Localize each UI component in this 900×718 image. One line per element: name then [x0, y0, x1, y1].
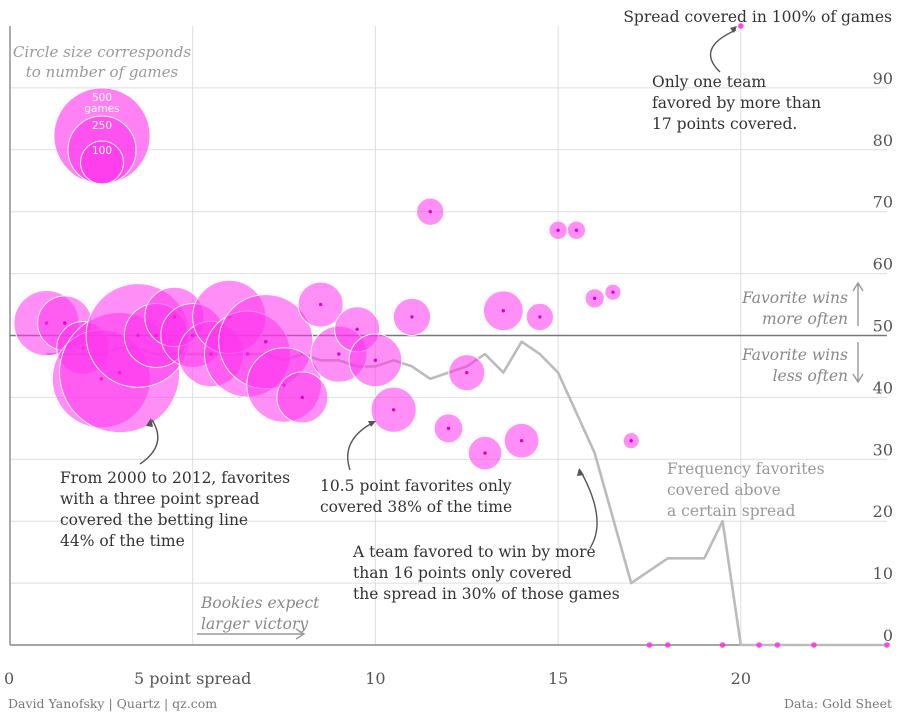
ten-point-arrowhead: [368, 421, 376, 427]
y-tick-label-1: 0: [883, 626, 893, 645]
sixteen-point-note-line-1: A team favored to win by more: [352, 543, 596, 561]
legend-label-1-1: 500: [92, 92, 112, 104]
bubble-center-21: [410, 315, 414, 319]
three-point-note-line-4: 44% of the time: [60, 532, 185, 550]
tick-labels: 0 5 point spread 10 15 20 0 10 20 30 40 50 60 70 80 90: [4, 69, 893, 688]
top-annotation: Spread covered in 100% of games: [623, 8, 892, 26]
only-one-team-note-line-2: favored by more than: [652, 94, 821, 112]
bubble-center-19: [373, 358, 378, 362]
legend-title-line-2: to number of games: [26, 63, 179, 81]
only-one-team-note-line-3: 17 points covered.: [652, 115, 797, 133]
ten-point-note-line-1: 10.5 point favorites only: [320, 477, 512, 495]
ten-point-arrow: [347, 421, 375, 471]
only-one-team-note-line-1: Only one team: [652, 73, 766, 91]
frequency-note-line-2: covered above: [667, 481, 781, 499]
y-tick-label-4: 30: [873, 440, 893, 459]
y-tick-label-5: 40: [873, 378, 893, 397]
favorite-more-often-line-2: more often: [762, 310, 848, 328]
bubble-center-17: [337, 352, 341, 356]
frequency-note-line-1: Frequency favorites: [667, 460, 825, 478]
bubble-center-23: [446, 426, 451, 431]
bubble-center-29: [556, 228, 560, 232]
bubble-center-15: [300, 395, 305, 400]
bookies-note-line-2: larger victory: [201, 615, 308, 633]
bubble-center-28: [538, 315, 542, 319]
sixteen-point-note-line-3: the spread in 30% of those games: [353, 585, 620, 603]
y-tick-label-9: 80: [873, 131, 893, 150]
x-tick-label-3: 10: [365, 669, 385, 688]
bubble-center-33: [629, 439, 633, 443]
x-tick-label-2: 5 point spread: [134, 669, 251, 688]
footer-credit: David Yanofsky | Quartz | qz.com: [8, 696, 217, 711]
footer: David Yanofsky | Quartz | qz.com Data: G…: [8, 696, 892, 711]
y-tick-label-2: 10: [873, 564, 893, 583]
bubble-center-30: [574, 228, 579, 232]
y-tick-label-8: 70: [873, 193, 893, 212]
x-tick-label-4: 15: [548, 669, 568, 688]
bubble-center-20: [391, 408, 396, 412]
bookies-note-line-1: Bookies expect: [200, 594, 320, 612]
y-tick-label-7: 60: [873, 255, 893, 274]
legend-label-2-1: 250: [92, 120, 112, 132]
bubble-39: [774, 642, 781, 648]
legend-label-1-2: games: [84, 103, 119, 115]
bubble-center-2: [63, 321, 67, 325]
bubble-layer: [13, 23, 890, 648]
favorite-more-often-line-1: Favorite wins: [741, 289, 848, 307]
y-tick-label-10: 90: [873, 69, 893, 88]
only-one-team-arrowhead: [730, 26, 737, 33]
bubble-center-16: [318, 302, 323, 307]
bubble-center-31: [592, 296, 597, 301]
size-legend: Circle size corresponds to number of game…: [13, 43, 192, 185]
sixteen-point-arrow: [579, 469, 598, 549]
bubble-41: [884, 642, 890, 648]
bubble-center-26: [501, 309, 506, 313]
bubble-center-25: [483, 451, 487, 455]
y-tick-label-3: 20: [873, 502, 893, 521]
x-tick-label-1: 0: [4, 669, 14, 688]
bubble-center-32: [611, 290, 615, 294]
right-arrow-icon: [197, 628, 306, 640]
favorite-less-often-line-1: Favorite wins: [741, 346, 848, 364]
up-arrow-icon: [852, 281, 864, 326]
bubble-center-13: [264, 339, 268, 344]
legend-circle-3: [80, 140, 124, 185]
footer-source: Data: Gold Sheet: [784, 696, 892, 711]
three-point-note-line-2: with a three point spread: [60, 490, 259, 508]
x-tick-label-5: 20: [731, 669, 751, 688]
bubble-37: [738, 23, 744, 29]
bubble-35: [664, 642, 671, 648]
only-one-team-arrow: [709, 29, 737, 73]
legend-label-3-1: 100: [92, 145, 112, 157]
y-tick-label-6: 50: [873, 317, 893, 336]
bubble-40: [811, 642, 817, 648]
bubble-center-24: [465, 370, 469, 375]
frequency-note-line-3: a certain spread: [667, 502, 795, 520]
favorite-less-often-line-2: less often: [773, 367, 848, 385]
legend-title-line-1: Circle size corresponds: [13, 43, 192, 61]
bubble-center-18: [355, 327, 359, 332]
sixteen-point-arrowhead: [577, 468, 584, 476]
three-point-note-line-3: covered the betting line: [60, 511, 248, 529]
bubble-36: [719, 642, 726, 648]
down-arrow-icon: [852, 342, 864, 384]
three-point-note-line-1: From 2000 to 2012, favorites: [60, 469, 290, 487]
three-point-arrow: [139, 419, 159, 465]
ten-point-note-line-2: covered 38% of the time: [320, 498, 512, 516]
bubble-34: [646, 642, 653, 648]
three-point-arrowhead: [146, 418, 153, 427]
sixteen-point-note-line-2: than 16 points only covered: [353, 564, 572, 582]
bubble-center-22: [428, 210, 432, 214]
bubble-center-27: [519, 439, 524, 443]
bubble-38: [756, 642, 762, 648]
annotations: Spread covered in 100% of games Only one …: [60, 8, 892, 640]
